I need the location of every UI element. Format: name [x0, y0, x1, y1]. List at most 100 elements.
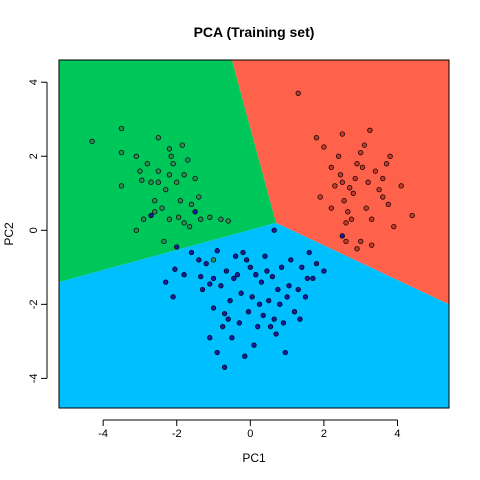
data-point-class3-67	[172, 266, 178, 272]
data-point-class3-43	[273, 331, 279, 337]
data-point-class2-3	[321, 144, 327, 150]
data-point-class3-6	[198, 273, 204, 280]
data-point-class3-26	[242, 353, 248, 359]
data-point-class3-31	[251, 342, 257, 348]
data-point-class2-31	[398, 183, 404, 189]
data-point-class1-21	[170, 161, 176, 167]
data-point-class2-20	[363, 205, 369, 211]
data-point-class1-39	[210, 257, 217, 263]
data-point-class3-64	[221, 364, 228, 370]
data-point-class3-47	[280, 320, 287, 326]
data-point-class2-13	[350, 190, 356, 196]
data-point-class2-28	[385, 201, 391, 208]
data-point-class3-65	[297, 316, 303, 322]
data-point-class2-1	[295, 90, 301, 96]
data-point-class1-3	[118, 149, 125, 156]
data-point-class1-29	[188, 201, 195, 208]
data-point-class3-60	[163, 279, 169, 285]
data-point-class3-29	[247, 264, 253, 270]
data-point-class1-34	[218, 216, 224, 222]
data-point-class3-1	[148, 212, 154, 219]
y-axis: -4 -2 0 2 4	[28, 79, 48, 383]
data-point-class3-18	[227, 297, 233, 304]
data-point-class1-33	[207, 214, 213, 220]
data-point-class3-27	[243, 257, 250, 263]
data-point-class2-30	[391, 223, 397, 230]
data-point-class3-23	[236, 320, 242, 326]
data-point-class2-16	[354, 246, 360, 252]
data-point-class3-45	[277, 301, 283, 307]
data-point-class3-56	[306, 249, 312, 256]
data-point-class3-34	[256, 301, 263, 307]
x-axis: -4 -2 0 2 4	[98, 419, 401, 440]
data-point-class3-69	[271, 227, 277, 233]
data-point-class2-15	[354, 161, 360, 167]
data-point-class3-70	[214, 349, 220, 356]
data-point-class3-13	[218, 283, 224, 289]
data-point-class2-18	[359, 164, 366, 171]
data-point-class2-39	[380, 175, 386, 182]
data-point-class2-4	[328, 205, 334, 211]
data-point-class1-12	[155, 135, 161, 141]
data-point-class3-25	[240, 249, 246, 256]
data-point-class3-28	[245, 309, 252, 315]
data-point-class1-38	[186, 223, 193, 230]
data-point-class2-26	[380, 194, 386, 200]
data-point-class1-9	[144, 161, 150, 167]
y-tick-label: 0	[28, 227, 40, 233]
data-point-class3-37	[262, 253, 268, 259]
data-point-class3-44	[275, 286, 281, 293]
data-point-class3-11	[210, 305, 217, 311]
data-point-class2-10	[343, 238, 349, 245]
data-point-class3-68	[339, 233, 345, 239]
data-point-class3-62	[170, 294, 176, 300]
data-point-class3-10	[210, 275, 217, 282]
decision-region-3	[59, 222, 449, 408]
data-point-class3-19	[229, 335, 235, 341]
data-point-class1-20	[168, 153, 174, 159]
data-point-class3-17	[225, 316, 231, 322]
data-point-class3-66	[304, 275, 310, 282]
data-point-class1-28	[185, 157, 191, 163]
data-point-class3-59	[321, 268, 327, 274]
data-point-class2-22	[367, 127, 373, 133]
data-point-class2-40	[341, 198, 347, 204]
data-point-class3-58	[313, 260, 320, 267]
data-point-class3-53	[295, 286, 301, 293]
decision-regions	[59, 60, 449, 408]
data-point-class3-41	[269, 273, 276, 280]
data-point-class2-6	[337, 172, 344, 178]
decision-region-1	[59, 60, 277, 283]
data-point-class3-36	[260, 312, 266, 319]
data-point-class3-54	[299, 264, 305, 270]
data-point-class2-37	[347, 185, 353, 191]
data-point-class2-14	[352, 175, 358, 182]
data-point-class1-16	[163, 186, 169, 193]
data-point-class3-12	[214, 248, 220, 254]
data-point-class2-29	[387, 153, 393, 159]
data-point-class3-2	[174, 244, 180, 250]
data-point-class3-33	[255, 323, 261, 330]
data-point-class1-18	[166, 172, 173, 178]
data-point-class1-8	[140, 216, 147, 222]
data-point-class3-5	[196, 257, 202, 263]
data-point-class3-46	[278, 264, 285, 270]
data-point-class2-23	[369, 216, 375, 222]
data-point-class1-35	[225, 218, 231, 224]
data-point-class2-8	[339, 131, 345, 137]
data-point-class3-9	[207, 281, 213, 287]
data-point-class3-55	[302, 294, 309, 300]
data-point-class2-35	[358, 238, 364, 245]
y-tick-label: 4	[28, 79, 40, 85]
data-point-class1-23	[175, 214, 182, 220]
data-point-class3-35	[258, 279, 265, 285]
data-point-class3-16	[223, 268, 230, 274]
data-point-class1-6	[137, 168, 143, 174]
data-point-class2-9	[343, 220, 349, 226]
data-point-class3-39	[266, 297, 272, 304]
data-point-class1-10	[148, 179, 154, 185]
data-point-class1-24	[177, 198, 184, 204]
x-tick-label: -2	[172, 428, 182, 440]
data-point-class1-11	[152, 198, 158, 204]
